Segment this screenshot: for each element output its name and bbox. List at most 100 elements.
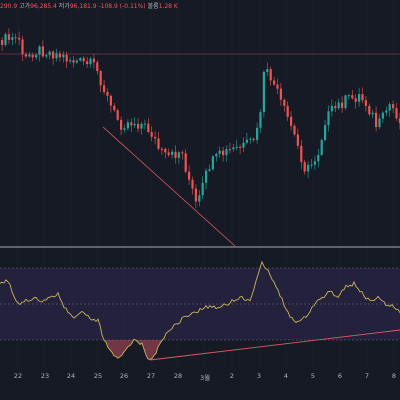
candle-body — [157, 138, 160, 149]
candle-body — [232, 147, 235, 150]
candle-body — [228, 149, 231, 151]
candle-body — [191, 179, 194, 189]
candle-body — [239, 146, 242, 148]
candle-body — [140, 123, 143, 129]
candle-body — [286, 105, 289, 117]
candle-body — [300, 145, 303, 163]
candle-body — [21, 39, 24, 55]
candle-body — [113, 105, 116, 111]
x-axis-tick-label: 25 — [93, 372, 103, 380]
candle-body — [334, 105, 337, 109]
candle-body — [392, 104, 395, 109]
candle-body — [276, 84, 279, 89]
candle-body — [324, 125, 327, 141]
candle-body — [215, 153, 218, 157]
candle-body — [358, 94, 361, 102]
x-axis-tick-label: 5 — [310, 372, 316, 380]
candle-body — [327, 111, 330, 126]
candle-body — [154, 136, 157, 139]
candle-body — [375, 112, 378, 128]
candle-body — [361, 94, 364, 101]
candle-body — [354, 98, 357, 102]
candle-body — [347, 95, 350, 97]
volume-label: 볼륨 — [147, 3, 159, 10]
low-label: 저가 — [58, 3, 70, 10]
candle-body — [160, 148, 163, 150]
candle-body — [279, 88, 282, 100]
candle-body — [320, 140, 323, 155]
candle-body — [92, 58, 95, 63]
candle-body — [130, 122, 133, 126]
candle-body — [35, 54, 38, 58]
candle-body — [62, 54, 65, 58]
change-value: -108.9 (-0.11%) — [98, 3, 146, 10]
candle-body — [307, 164, 310, 172]
candle-body — [99, 71, 102, 86]
candle-body — [150, 132, 153, 137]
x-axis-tick-label: 4 — [283, 372, 289, 380]
x-axis-tick-label: 26 — [119, 372, 129, 380]
candle-body — [262, 71, 265, 113]
candle-body — [126, 122, 129, 129]
candle-body — [4, 34, 7, 45]
candle-body — [395, 108, 398, 119]
candle-body — [164, 148, 167, 153]
volume-value: 1.28 K — [158, 3, 178, 10]
candle-body — [38, 46, 41, 55]
candle-body — [55, 53, 58, 59]
candle-body — [28, 54, 31, 57]
candle-body — [18, 37, 21, 40]
high-label: 고가 — [19, 3, 31, 10]
candle-body — [181, 152, 184, 154]
candle-body — [201, 182, 204, 196]
candle-body — [273, 80, 276, 85]
candle-body — [137, 123, 140, 129]
x-axis-tick-label: 6 — [337, 372, 343, 380]
candle-body — [256, 127, 259, 140]
candle-body — [290, 116, 293, 126]
candle-body — [398, 118, 400, 123]
candle-body — [317, 154, 320, 162]
candle-body — [341, 102, 344, 109]
x-axis-tick-label: 2 — [229, 372, 235, 380]
x-axis-tick-label: 8 — [391, 372, 397, 380]
price-trendline — [102, 126, 236, 247]
x-axis-tick-label: 27 — [146, 372, 156, 380]
candle-body — [296, 134, 299, 146]
rsi-divergence-line — [149, 329, 400, 361]
candle-body — [116, 110, 119, 120]
candle-body — [171, 151, 174, 155]
candle-body — [310, 164, 313, 166]
candle-body — [235, 146, 238, 148]
candle-body — [24, 54, 27, 57]
candle-body — [351, 95, 354, 99]
candle-body — [245, 139, 248, 143]
low-value: 96,181.9 — [69, 3, 97, 10]
candle-body — [293, 125, 296, 135]
candle-body — [69, 60, 72, 62]
candle-body — [205, 170, 208, 183]
candle-body — [208, 169, 211, 171]
candle-body — [109, 95, 112, 106]
candle-body — [381, 112, 384, 119]
candle-body — [75, 60, 78, 63]
candle-body — [41, 46, 44, 57]
candle-body — [222, 150, 225, 156]
candle-body — [184, 153, 187, 172]
rsi-oversold-fill — [100, 340, 162, 360]
rsi-line — [0, 260, 400, 360]
candle-body — [48, 51, 51, 56]
candle-body — [252, 138, 255, 140]
candle-body — [79, 58, 82, 61]
candle-body — [188, 171, 191, 180]
x-axis-tick-label: 28 — [173, 372, 183, 380]
candle-body — [86, 61, 89, 65]
candle-body — [65, 54, 68, 62]
x-axis-tick-label: 3월 — [199, 374, 211, 382]
candlestick-series — [1, 28, 400, 209]
candle-body — [106, 91, 109, 96]
candle-body — [266, 69, 269, 72]
candle-body — [364, 100, 367, 106]
candle-body — [269, 69, 272, 81]
